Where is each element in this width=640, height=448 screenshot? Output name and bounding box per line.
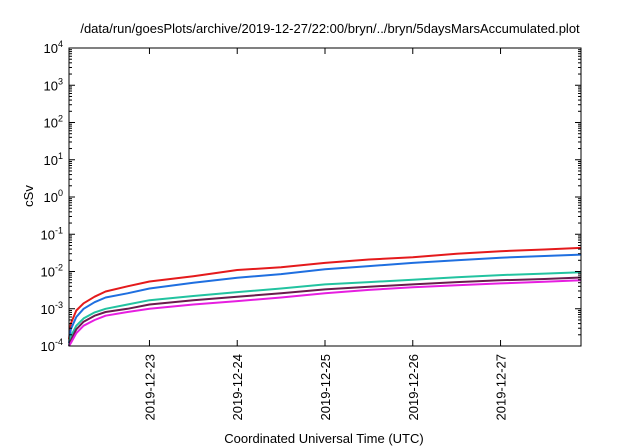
series-line-5 [68, 279, 582, 347]
series-line-1 [68, 246, 582, 340]
y-tick-label: 104 [44, 39, 63, 56]
plot-frame [68, 47, 582, 347]
series-line-3 [68, 271, 582, 347]
x-tick-label: 2019-12-23 [142, 354, 157, 421]
chart-title: /data/run/goesPlots/archive/2019-12-27/2… [80, 21, 580, 36]
x-tick-label: 2019-12-24 [230, 354, 245, 421]
x-axis-label: Coordinated Universal Time (UTC) [224, 431, 423, 446]
y-tick-label: 103 [44, 76, 63, 93]
plot-area [68, 246, 582, 347]
series-line-2 [68, 253, 582, 344]
series-line-4 [68, 276, 582, 347]
y-tick-label: 100 [44, 188, 63, 205]
y-tick-label: 10-3 [41, 300, 63, 317]
y-axis-label: cSv [21, 185, 36, 207]
y-tick-label: 10-1 [41, 225, 63, 242]
y-tick-label: 102 [44, 114, 63, 131]
x-tick-label: 2019-12-26 [406, 354, 421, 421]
y-tick-label: 10-4 [41, 337, 63, 354]
x-tick-label: 2019-12-25 [318, 354, 333, 421]
y-tick-label: 101 [44, 151, 63, 168]
y-tick-label: 10-2 [41, 263, 63, 280]
x-tick-label: 2019-12-27 [494, 354, 509, 421]
y-axis-ticks: 10-4 10-3 10-2 10-1 100 101 102 103 104 [41, 39, 581, 354]
x-axis-ticks: 2019-12-23 2019-12-24 2019-12-25 2019-12-26… [142, 48, 509, 421]
